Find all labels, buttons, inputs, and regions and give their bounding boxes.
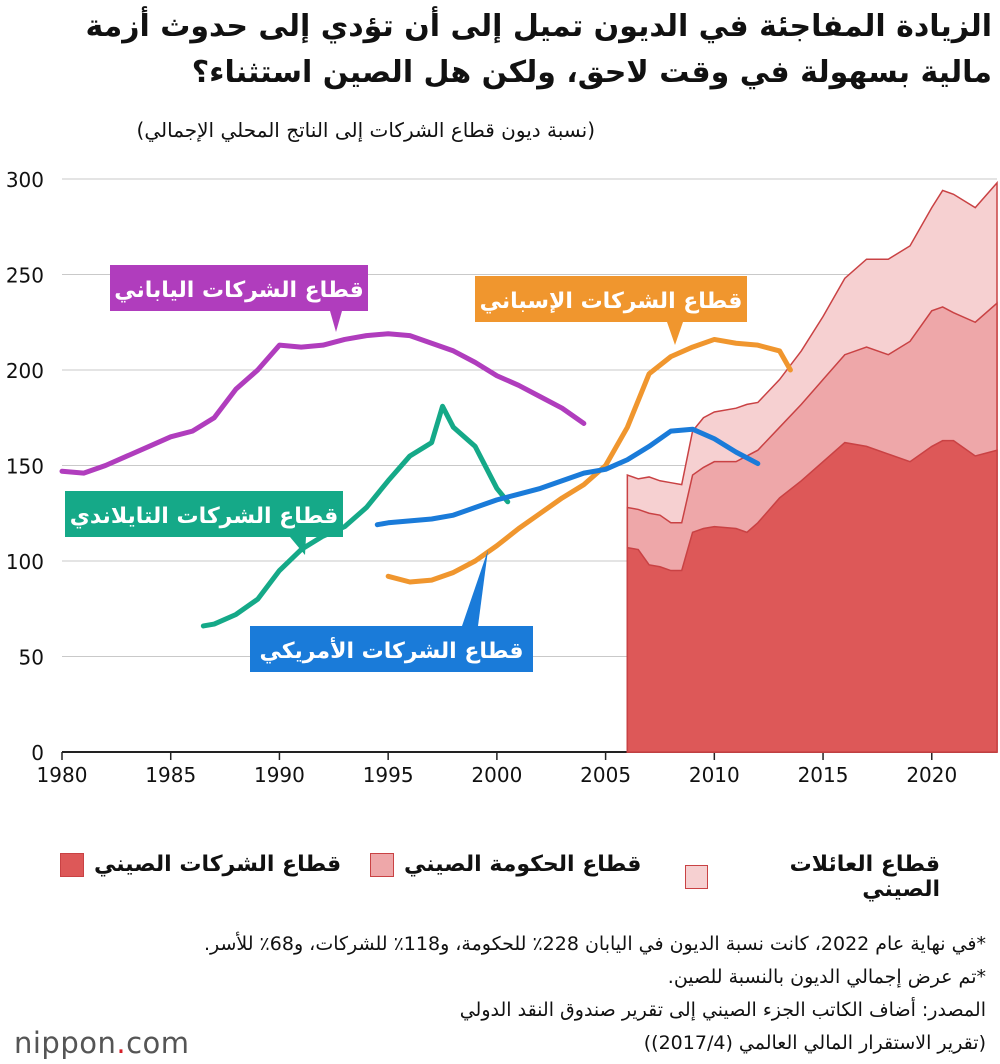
callout-thailand: قطاع الشركات التايلاندي xyxy=(65,491,343,555)
callout-japan-pointer xyxy=(330,311,342,332)
x-tick-label: 2005 xyxy=(580,763,631,787)
legend-item-china-household: قطاع العائلات الصيني xyxy=(685,852,940,902)
x-tick-label: 1990 xyxy=(254,763,305,787)
callout-us: قطاع الشركات الأمريكي xyxy=(250,550,533,672)
callout-us-box xyxy=(250,626,533,672)
callout-japan-text: قطاع الشركات الياباني xyxy=(114,278,364,303)
y-tick-label: 200 xyxy=(6,359,44,383)
logo-suffix: com xyxy=(126,1026,190,1060)
callout-thailand-box xyxy=(65,491,343,537)
footnote-japan: *في نهاية عام 2022، كانت نسبة الديون في … xyxy=(203,933,986,955)
callout-us-text: قطاع الشركات الأمريكي xyxy=(259,636,523,664)
legend-item-china-corporate: قطاع الشركات الصيني xyxy=(60,852,341,877)
y-tick-label: 150 xyxy=(6,455,44,479)
legend-swatch-china-government xyxy=(370,852,394,877)
callout-spain-text: قطاع الشركات الإسباني xyxy=(480,289,743,314)
y-tick-label: 300 xyxy=(6,168,44,192)
x-tick-label: 1995 xyxy=(363,763,414,787)
chart-title: الزيادة المفاجئة في الديون تميل إلى أن ت… xyxy=(85,9,992,90)
x-tick-label: 1980 xyxy=(37,763,88,787)
callout-thailand-pointer xyxy=(290,537,306,555)
nippon-logo[interactable]: nippon.com xyxy=(14,1026,190,1060)
area-china-corporate xyxy=(626,439,998,753)
line-us-corporate xyxy=(374,426,761,528)
logo-dot: . xyxy=(116,1026,127,1060)
x-tick-label: 1985 xyxy=(145,763,196,787)
line-spain-corporate xyxy=(385,336,793,585)
legend-item-china-government: قطاع الحكومة الصيني xyxy=(370,852,641,877)
callout-us-pointer xyxy=(462,550,488,626)
logo-text: nippon xyxy=(14,1026,117,1060)
x-tick-label: 2000 xyxy=(471,763,522,787)
y-tick-label: 250 xyxy=(6,264,44,288)
callout-japan-box xyxy=(110,265,368,311)
source-report: (تقرير الاستقرار المالي العالمي (2017/4)… xyxy=(643,1032,986,1054)
callout-spain-pointer xyxy=(667,322,683,345)
footnote-china: *تم عرض إجمالي الديون بالنسبة للصين. xyxy=(667,966,986,988)
chart-svg: 0 50 100 150 200 250 300 1980 1985 1990 1995 2000 20… xyxy=(6,168,998,787)
line-japan-corporate xyxy=(59,331,587,476)
legend-swatch-china-corporate xyxy=(60,852,84,877)
y-axis-label: (نسبة ديون قطاع الشركات إلى الناتج المحل… xyxy=(136,118,595,142)
callout-spain: قطاع الشركات الإسباني xyxy=(475,276,747,345)
x-tick-label: 2020 xyxy=(906,763,957,787)
y-tick-label: 50 xyxy=(19,646,44,670)
callout-spain-box xyxy=(475,276,747,322)
legend-label-china-corporate: قطاع الشركات الصيني xyxy=(94,852,342,877)
legend-label-china-household: قطاع العائلات الصيني xyxy=(789,852,940,902)
x-tick-label: 2015 xyxy=(798,763,849,787)
legend: قطاع الشركات الصيني قطاع الحكومة الصيني … xyxy=(60,852,940,902)
source-line: المصدر: أضاف الكاتب الجزء الصيني إلى تقر… xyxy=(459,999,986,1021)
callout-japan: قطاع الشركات الياباني xyxy=(110,265,368,332)
legend-swatch-china-household xyxy=(685,865,708,889)
callout-thailand-text: قطاع الشركات التايلاندي xyxy=(70,504,339,529)
footnotes: *في نهاية عام 2022، كانت نسبة الديون في … xyxy=(6,928,986,1060)
line-thailand-corporate xyxy=(200,403,511,629)
y-tick-label: 0 xyxy=(31,741,44,765)
x-tick-label: 2010 xyxy=(689,763,740,787)
y-tick-label: 100 xyxy=(6,550,44,574)
legend-label-china-government: قطاع الحكومة الصيني xyxy=(404,852,642,877)
